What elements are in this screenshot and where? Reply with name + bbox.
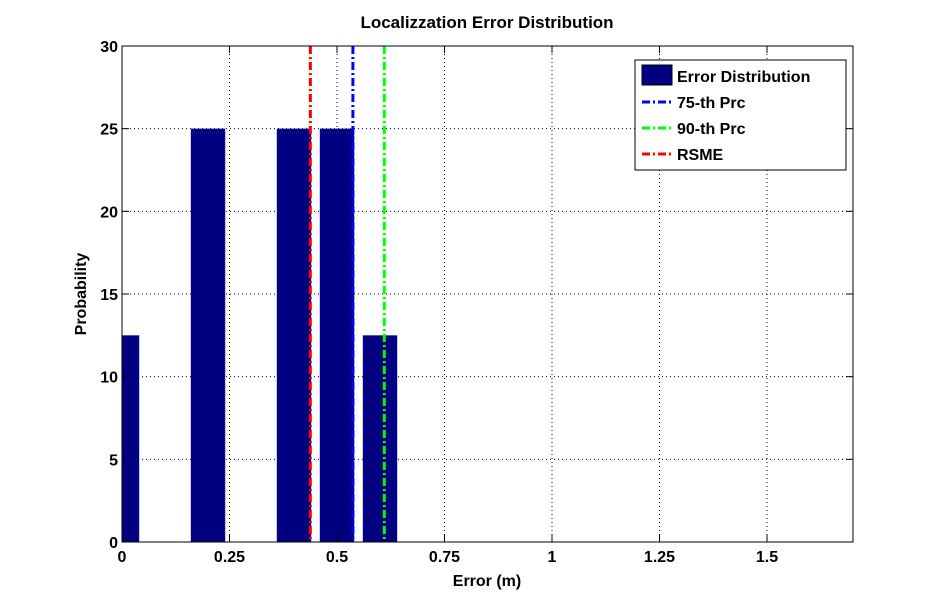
y-tick-label: 10 (100, 370, 118, 387)
y-tick-label: 20 (100, 204, 118, 221)
y-tick-label: 15 (100, 287, 118, 304)
legend-label-75th: 75-th Prc (677, 95, 746, 112)
y-tick-label: 5 (109, 452, 118, 469)
bar-0 (122, 335, 140, 542)
bar-2 (276, 128, 312, 542)
bar-1 (190, 128, 226, 542)
x-tick-label: 1.5 (756, 549, 778, 566)
chart-title: Localizzation Error Distribution (360, 13, 613, 32)
x-tick-label: 1 (548, 549, 557, 566)
y-tick-label: 30 (100, 39, 118, 56)
x-tick-label: 0 (118, 549, 127, 566)
bar-4 (362, 335, 398, 542)
y-tick-labels: 0 5 10 15 20 25 30 (100, 39, 118, 552)
legend-label-90th: 90-th Prc (677, 121, 746, 138)
y-tick-label: 25 (100, 122, 118, 139)
legend: Error Distribution 75-th Prc 90-th Prc R… (634, 59, 847, 171)
ticks (121, 45, 853, 543)
percentile-lines (308, 46, 386, 542)
x-tick-label: 1.25 (644, 549, 675, 566)
legend-label-error-distribution: Error Distribution (677, 69, 810, 86)
bar-3 (319, 128, 355, 542)
x-tick-label: 0.5 (326, 549, 348, 566)
x-axis-label: Error (m) (453, 573, 521, 590)
y-axis-label: Probability (73, 253, 90, 336)
legend-label-rsme: RSME (677, 147, 724, 164)
x-tick-label: 0.25 (214, 549, 245, 566)
x-tick-labels: 0 0.25 0.5 0.75 1 1.25 1.5 (118, 549, 779, 566)
legend-swatch-error-distribution (641, 64, 673, 86)
bars (122, 128, 398, 542)
y-tick-label: 0 (109, 535, 118, 552)
x-tick-label: 0.75 (429, 549, 460, 566)
